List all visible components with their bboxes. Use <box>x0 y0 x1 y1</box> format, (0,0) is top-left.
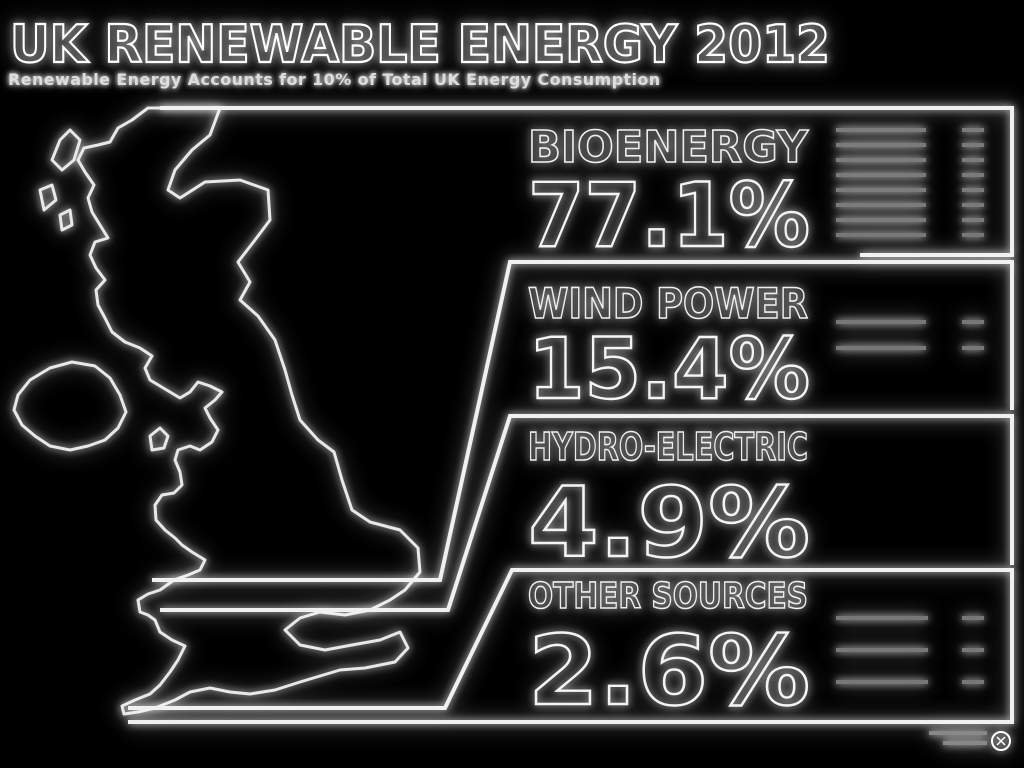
category-frame <box>160 106 1014 257</box>
detail-label-bar <box>836 680 928 684</box>
detail-value-bar <box>962 128 984 132</box>
category-frame <box>152 260 1014 582</box>
detail-label-bar <box>836 648 928 652</box>
infographic-title-text: UK RENEWABLE ENERGY 2012 <box>10 15 830 70</box>
detail-value-bar <box>962 188 984 192</box>
ireland-outline <box>12 360 128 452</box>
category-name: HYDRO-ELECTRIC <box>528 425 808 469</box>
detail-label-bar <box>836 203 926 207</box>
category-value: 77.1% <box>528 164 810 267</box>
detail-value-bar <box>962 320 984 324</box>
category-value: 2.6% <box>528 615 810 727</box>
detail-value-bar <box>962 143 984 147</box>
detail-label-bar <box>836 188 926 192</box>
detail-value-bar <box>962 346 984 350</box>
publisher-logo-icon <box>929 731 1011 751</box>
category-name: BIOENERGY <box>528 122 809 173</box>
detail-value-bar <box>962 616 984 620</box>
detail-label-bar <box>836 158 926 162</box>
detail-label-bar <box>836 173 926 177</box>
uk-map-outline <box>12 106 422 716</box>
category-frame <box>128 568 1014 724</box>
detail-value-bar <box>962 203 984 207</box>
detail-value-bar <box>962 680 984 684</box>
category-name: OTHER SOURCES <box>528 576 808 617</box>
detail-label-bar <box>836 143 926 147</box>
detail-value-bar <box>962 233 984 237</box>
detail-label-bar <box>836 616 928 620</box>
detail-label-bar <box>836 233 926 237</box>
category-value: 4.9% <box>528 467 810 579</box>
detail-label-bar <box>836 218 926 222</box>
detail-label-bar <box>836 128 926 132</box>
category-value: 15.4% <box>528 320 810 418</box>
category-frame <box>160 414 1014 612</box>
detail-value-bar <box>962 218 984 222</box>
hebrides-outline <box>38 128 82 232</box>
detail-value-bar <box>962 173 984 177</box>
infographic-subtitle: Renewable Energy Accounts for 10% of Tot… <box>8 70 661 89</box>
detail-label-bar <box>836 346 926 350</box>
infographic-title: UK RENEWABLE ENERGY 2012 <box>9 14 831 70</box>
great-britain-outline <box>76 106 422 716</box>
category-name: WIND POWER <box>528 279 808 328</box>
isle-of-man-outline <box>148 426 170 452</box>
detail-value-bar <box>962 158 984 162</box>
detail-value-bar <box>962 648 984 652</box>
detail-label-bar <box>836 320 926 324</box>
